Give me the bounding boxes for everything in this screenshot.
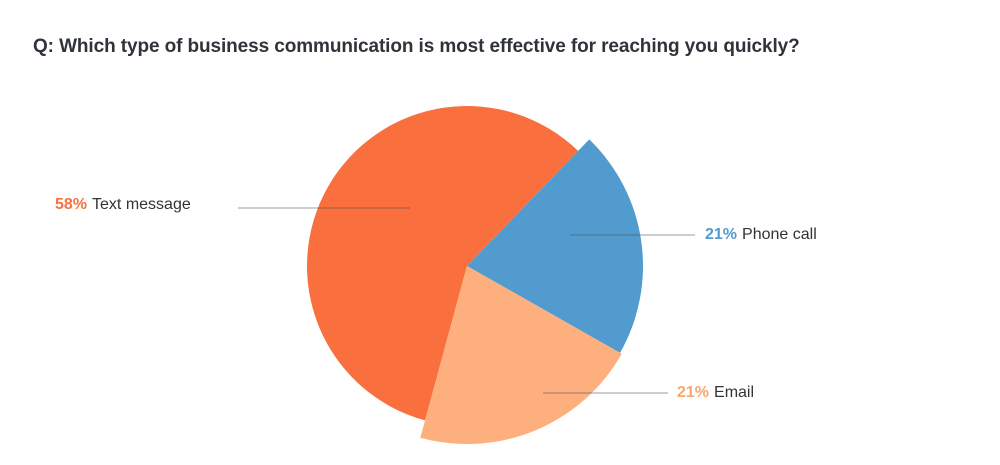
pie-slice-email: [420, 266, 622, 444]
pie-slice-phone-call: [467, 139, 644, 353]
label-text: Text message: [92, 196, 191, 213]
label-email: 21% Email: [677, 384, 754, 402]
label-percent: 21%: [677, 384, 710, 401]
label-text: Phone call: [742, 226, 817, 243]
label-text: Email: [714, 384, 755, 401]
label-phone-call: 21% Phone call: [705, 226, 817, 244]
label-text-message: 58% Text message: [55, 196, 191, 214]
label-percent: 21%: [705, 226, 738, 243]
chart-title: Q: Which type of business communication …: [33, 36, 800, 57]
label-percent: 58%: [55, 196, 88, 213]
pie-slice-text-message: [306, 105, 579, 421]
